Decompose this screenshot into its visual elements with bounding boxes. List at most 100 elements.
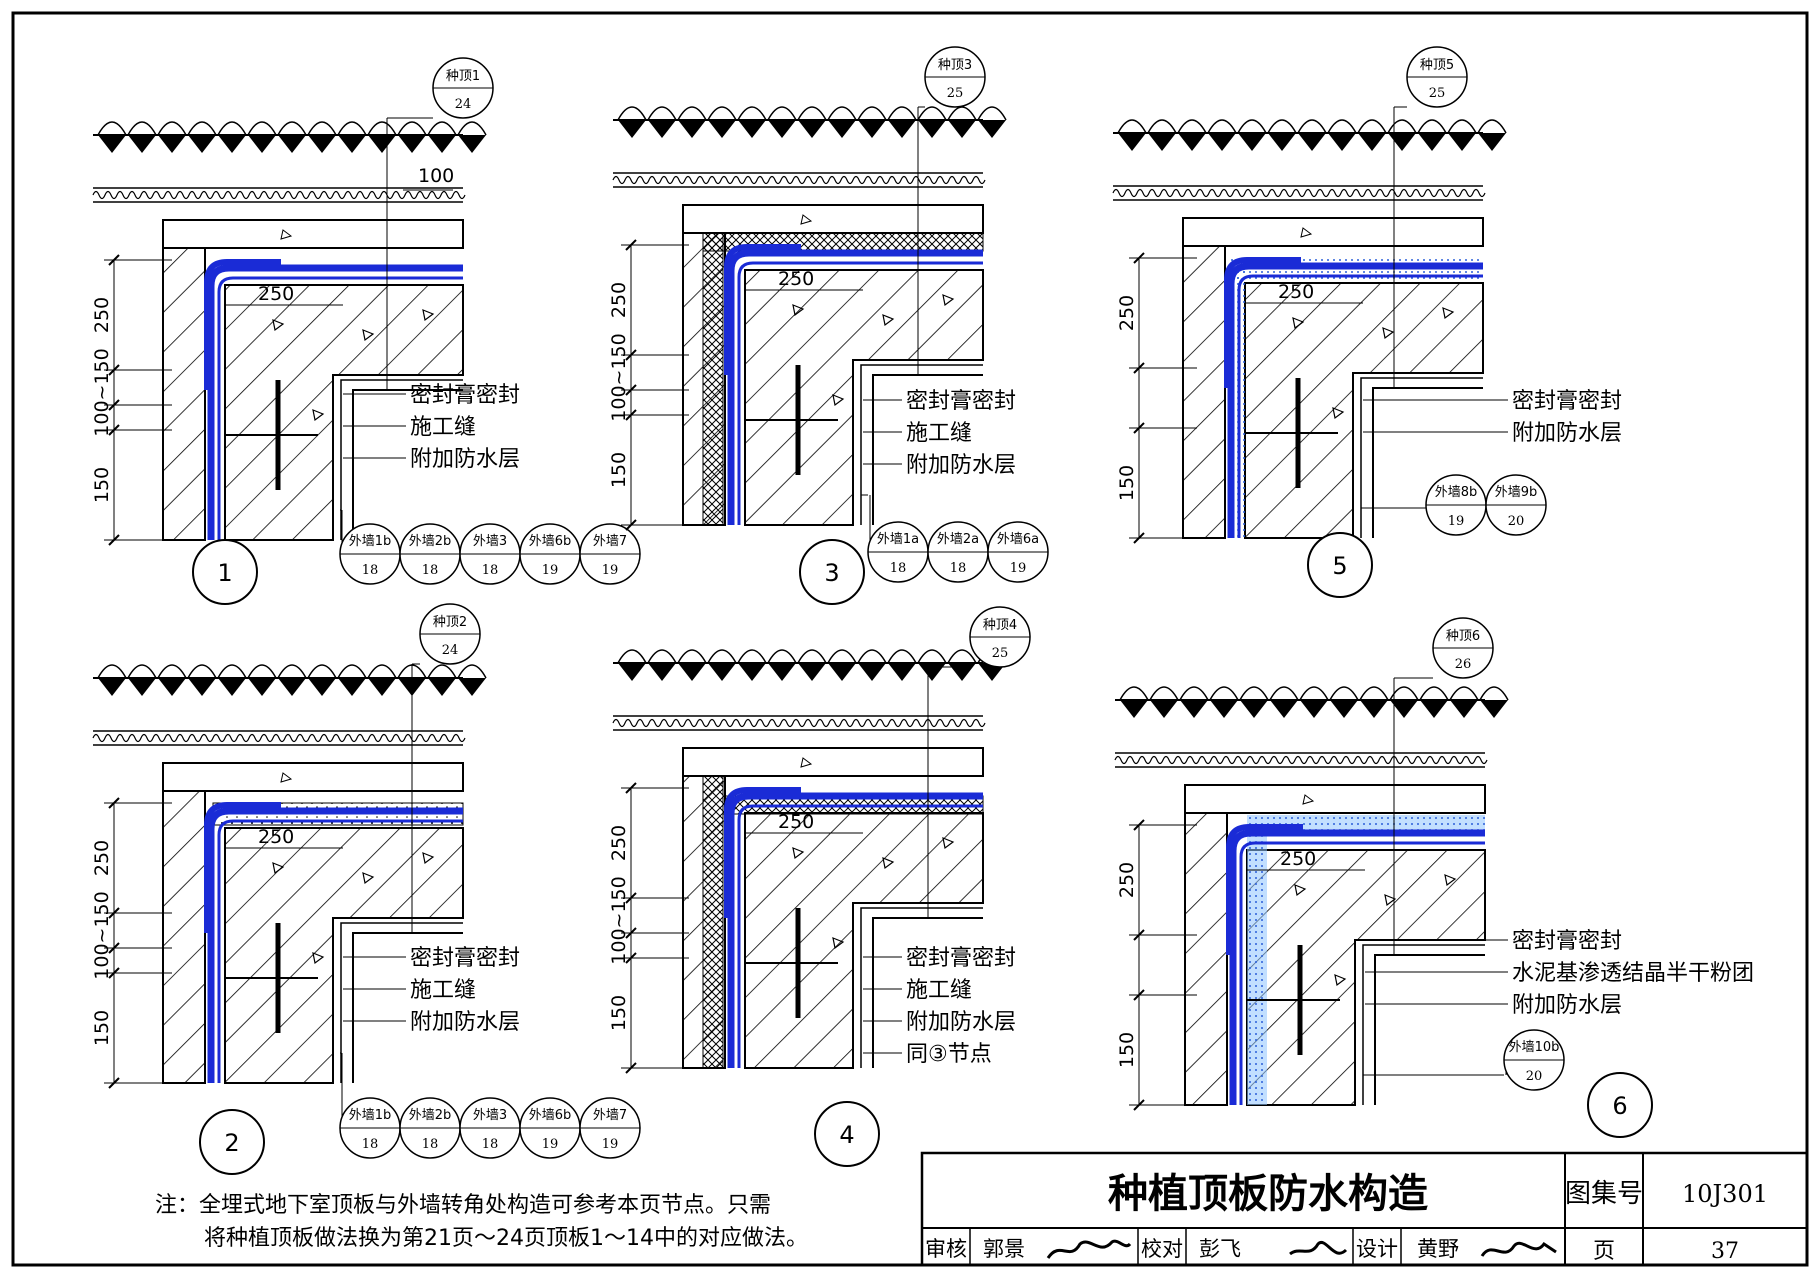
wall-ref-page: 18	[950, 561, 967, 576]
waterproof-membrane	[724, 244, 983, 525]
wall-ref-page: 18	[362, 1137, 379, 1152]
wall-protection	[1184, 812, 1228, 1106]
corner-dimension: 250	[1280, 848, 1316, 870]
corner-dimension: 250	[1278, 281, 1314, 303]
dimension-label: 100~150	[608, 333, 630, 421]
wall-reference-bubbles: 外墙10b 20	[1363, 1029, 1565, 1091]
wall-ref-page: 19	[1010, 561, 1027, 576]
atlas-number: 10J301	[1682, 1180, 1768, 1208]
wall-ref-top: 外墙6a	[997, 532, 1039, 547]
drainage-layer	[1114, 752, 1488, 768]
detail-number: 6	[1612, 1092, 1627, 1120]
wall-ref-page: 18	[482, 1137, 499, 1152]
wall-ref-top: 外墙3	[473, 1108, 507, 1123]
dimension-label: 250	[608, 282, 630, 318]
dimension-label: 150	[608, 452, 630, 488]
detail-number-circle	[1587, 1072, 1653, 1138]
drainage-layer	[612, 715, 986, 731]
dimension-string: 250 100~150 150	[91, 797, 172, 1089]
dimension-label: 100~150	[91, 891, 113, 979]
concrete-structure	[224, 284, 464, 541]
roof-ref-top: 种顶5	[1420, 58, 1454, 73]
wall-ref-page: 19	[542, 1137, 559, 1152]
detail-number-circle	[814, 1101, 880, 1167]
roof-ref-top: 种顶1	[446, 69, 480, 84]
roof-reference-bubble: 种顶1 24	[386, 57, 494, 390]
roof-ref-page: 26	[1455, 657, 1472, 672]
detail-number: 1	[217, 559, 232, 587]
offset-dimension: 100	[418, 165, 454, 187]
wall-ref-top: 外墙3	[473, 534, 507, 549]
dimension-label: 250	[91, 840, 113, 876]
dimension-string: 250 100~150 150	[608, 239, 689, 531]
check-label: 校对	[1141, 1237, 1183, 1261]
wall-ref-page: 18	[422, 1137, 439, 1152]
detail-number-circle	[1307, 532, 1373, 598]
roof-ref-top: 种顶2	[433, 615, 467, 630]
roof-reference-bubble: 种顶2 24	[411, 603, 481, 933]
dimension-label: 150	[608, 995, 630, 1031]
dimension-string: 250 100~150 150	[91, 254, 172, 546]
corner-dimension: 250	[258, 826, 294, 848]
wall-ref-top: 外墙2b	[409, 1108, 452, 1123]
wall-protection	[162, 790, 206, 1084]
wall-ref-page: 19	[602, 563, 619, 578]
detail-number: 2	[224, 1129, 239, 1157]
roof-ref-top: 种顶6	[1446, 629, 1480, 644]
wall-ref-top: 外墙7	[593, 1108, 627, 1123]
protection-slab	[1182, 217, 1484, 247]
dimension-label: 250	[1116, 862, 1138, 898]
soil-layer	[1113, 119, 1507, 151]
wall-ref-page: 20	[1526, 1069, 1543, 1084]
dimension-label: 100~150	[608, 876, 630, 964]
callout-label: 密封膏密封	[410, 383, 520, 408]
wall-ref-page: 18	[890, 561, 907, 576]
callout-label: 密封膏密封	[1512, 929, 1622, 954]
corner-dimension: 250	[778, 811, 814, 833]
protection-slab	[682, 747, 984, 777]
wall-protection	[1182, 245, 1226, 539]
protection-slab	[162, 219, 464, 249]
wall-reference-bubbles: 外墙1a 18 外墙2a 18 外墙6a 19	[861, 494, 1049, 583]
callout-label: 同③节点	[906, 1042, 992, 1067]
waterproof-membrane	[1224, 257, 1483, 538]
wall-reference-bubbles: 外墙1b 18 外墙2b 18 外墙3 18 外墙6b 19 外墙7 19	[339, 509, 641, 585]
roof-reference-bubble: 种顶3 25	[917, 46, 986, 375]
callout-label: 密封膏密封	[906, 389, 1016, 414]
wall-ref-page: 20	[1508, 514, 1525, 529]
wall-ref-top: 外墙1b	[349, 1108, 392, 1123]
detail-number: 3	[824, 559, 839, 587]
callout-label: 附加防水层	[1512, 993, 1622, 1018]
wall-ref-page: 18	[422, 563, 439, 578]
page-number: 37	[1711, 1239, 1739, 1264]
wall-reference-bubbles: 外墙8b 19 外墙9b 20	[1361, 474, 1547, 536]
callout-label: 水泥基渗透结晶半干粉团	[1512, 961, 1754, 986]
wall-ref-top: 外墙1b	[349, 534, 392, 549]
dimension-label: 150	[1116, 465, 1138, 501]
wall-ref-top: 外墙1a	[877, 532, 919, 547]
dimension-string: 250 150	[1116, 819, 1197, 1111]
waterproof-membrane	[724, 787, 983, 1068]
protection-slab	[162, 762, 464, 792]
sheet-title: 种植顶板防水构造	[1108, 1171, 1428, 1217]
dimension-label: 250	[1116, 295, 1138, 331]
wall-ref-page: 19	[542, 563, 559, 578]
wall-reference-bubbles: 外墙1b 18 外墙2b 18 外墙3 18 外墙6b 19 外墙7 19	[339, 1052, 641, 1159]
soil-layer	[613, 106, 1007, 138]
title-block: 种植顶板防水构造 图集号 10J301 审核 郭景 校对 彭飞 设计 黄野 页 …	[920, 1151, 1809, 1267]
roof-ref-top: 种顶4	[983, 618, 1017, 633]
callout-label: 密封膏密封	[1512, 389, 1622, 414]
roof-ref-page: 25	[1429, 86, 1446, 101]
wall-protection	[162, 247, 206, 541]
dimension-label: 150	[91, 467, 113, 503]
review-label: 审核	[925, 1237, 967, 1261]
note: 注：全埋式地下室顶板与外墙转角处构造可参考本页节点。只需 将种植顶板做法换为第2…	[155, 1193, 808, 1251]
designer-signature	[1480, 1241, 1557, 1257]
wall-ref-top: 外墙10b	[1509, 1040, 1560, 1055]
detail-number-circle	[799, 539, 865, 605]
soil-layer	[93, 121, 487, 153]
